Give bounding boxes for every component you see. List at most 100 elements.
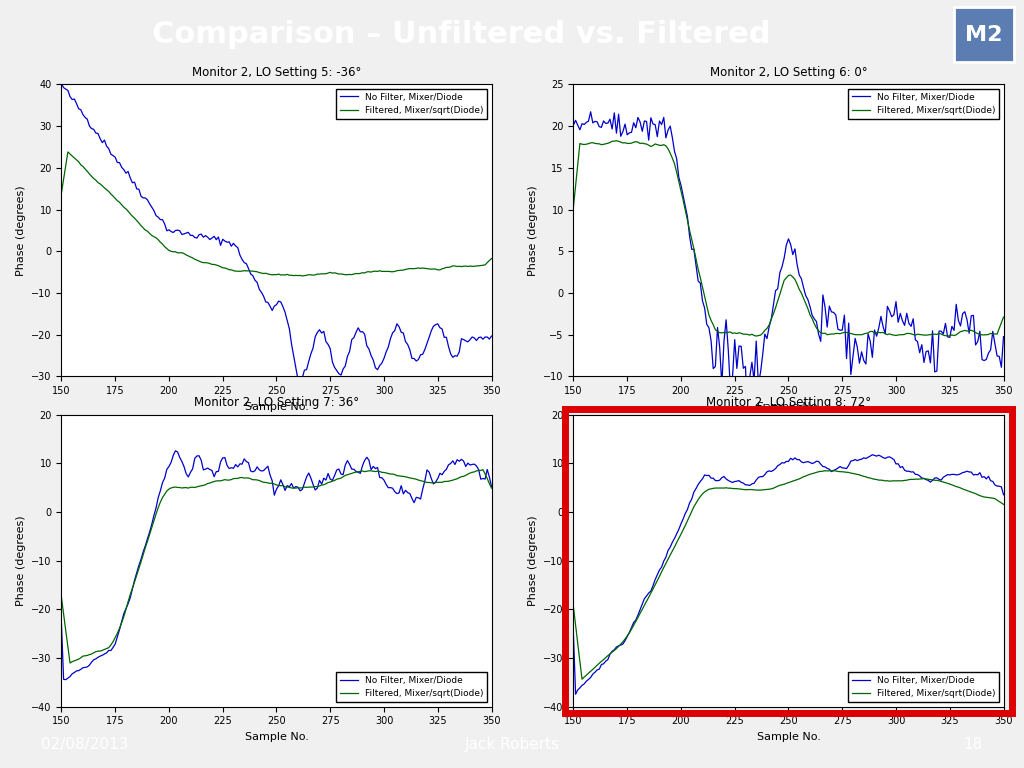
No Filter, Mixer/Diode bbox=[241, 457, 253, 466]
No Filter, Mixer/Diode bbox=[288, 351, 300, 360]
Filtered, Mixer/sqrt(Diode) bbox=[57, 174, 70, 184]
Filtered, Mixer/sqrt(Diode) bbox=[57, 610, 70, 619]
Title: Monitor 2, LO Setting 7: 36°: Monitor 2, LO Setting 7: 36° bbox=[194, 396, 359, 409]
Filtered, Mixer/sqrt(Diode) bbox=[997, 313, 1010, 322]
Filtered, Mixer/sqrt(Diode) bbox=[997, 500, 1010, 509]
Filtered, Mixer/sqrt(Diode) bbox=[965, 488, 977, 497]
X-axis label: Sample No.: Sample No. bbox=[245, 732, 308, 742]
Filtered, Mixer/sqrt(Diode) bbox=[453, 262, 465, 271]
Filtered, Mixer/sqrt(Diode) bbox=[606, 137, 618, 146]
No Filter, Mixer/Diode bbox=[453, 457, 465, 466]
No Filter, Mixer/Diode bbox=[569, 116, 582, 125]
Filtered, Mixer/sqrt(Diode) bbox=[569, 621, 582, 630]
Line: No Filter, Mixer/Diode: No Filter, Mixer/Diode bbox=[573, 455, 1004, 694]
Filtered, Mixer/sqrt(Diode) bbox=[726, 329, 738, 338]
Filtered, Mixer/sqrt(Diode) bbox=[485, 254, 498, 263]
Title: Monitor 2, LO Setting 5: -36°: Monitor 2, LO Setting 5: -36° bbox=[191, 66, 361, 79]
No Filter, Mixer/Diode bbox=[750, 475, 762, 485]
X-axis label: Sample No.: Sample No. bbox=[245, 402, 308, 412]
No Filter, Mixer/Diode bbox=[567, 630, 580, 639]
Filtered, Mixer/sqrt(Diode) bbox=[477, 465, 489, 475]
No Filter, Mixer/Diode bbox=[753, 379, 765, 389]
Filtered, Mixer/sqrt(Diode) bbox=[451, 475, 463, 484]
Title: Monitor 2, LO Setting 6: 0°: Monitor 2, LO Setting 6: 0° bbox=[710, 66, 867, 79]
No Filter, Mixer/Diode bbox=[965, 311, 977, 320]
Line: Filtered, Mixer/sqrt(Diode): Filtered, Mixer/sqrt(Diode) bbox=[573, 141, 1004, 336]
Filtered, Mixer/sqrt(Diode) bbox=[825, 466, 838, 475]
Legend: No Filter, Mixer/Diode, Filtered, Mixer/sqrt(Diode): No Filter, Mixer/Diode, Filtered, Mixer/… bbox=[848, 672, 999, 702]
No Filter, Mixer/Diode bbox=[292, 482, 304, 492]
No Filter, Mixer/Diode bbox=[997, 490, 1010, 499]
No Filter, Mixer/Diode bbox=[804, 302, 816, 311]
No Filter, Mixer/Diode bbox=[608, 645, 621, 654]
Filtered, Mixer/sqrt(Diode) bbox=[214, 476, 226, 485]
X-axis label: Sample No.: Sample No. bbox=[757, 402, 820, 412]
No Filter, Mixer/Diode bbox=[236, 255, 248, 264]
Filtered, Mixer/sqrt(Diode) bbox=[567, 602, 580, 611]
Filtered, Mixer/sqrt(Diode) bbox=[296, 271, 308, 280]
Text: 02/08/2013: 02/08/2013 bbox=[41, 737, 128, 753]
No Filter, Mixer/Diode bbox=[997, 332, 1010, 341]
No Filter, Mixer/Diode bbox=[585, 108, 597, 117]
Y-axis label: Phase (degrees): Phase (degrees) bbox=[15, 185, 26, 276]
Text: Jack Roberts: Jack Roberts bbox=[465, 737, 559, 753]
Filtered, Mixer/sqrt(Diode) bbox=[55, 593, 68, 602]
Filtered, Mixer/sqrt(Diode) bbox=[485, 484, 498, 493]
No Filter, Mixer/Diode bbox=[57, 675, 70, 684]
Filtered, Mixer/sqrt(Diode) bbox=[567, 202, 580, 211]
Line: No Filter, Mixer/Diode: No Filter, Mixer/Diode bbox=[61, 84, 492, 379]
Filtered, Mixer/sqrt(Diode) bbox=[726, 484, 738, 493]
Filtered, Mixer/sqrt(Diode) bbox=[290, 271, 302, 280]
No Filter, Mixer/Diode bbox=[57, 83, 70, 92]
No Filter, Mixer/Diode bbox=[485, 482, 498, 491]
No Filter, Mixer/Diode bbox=[292, 375, 304, 384]
Filtered, Mixer/sqrt(Diode) bbox=[802, 471, 814, 480]
Filtered, Mixer/sqrt(Diode) bbox=[965, 326, 977, 335]
No Filter, Mixer/Diode bbox=[212, 233, 224, 242]
No Filter, Mixer/Diode bbox=[965, 468, 977, 477]
Filtered, Mixer/sqrt(Diode) bbox=[575, 674, 588, 684]
No Filter, Mixer/Diode bbox=[485, 332, 498, 341]
Filtered, Mixer/sqrt(Diode) bbox=[96, 646, 109, 655]
Filtered, Mixer/sqrt(Diode) bbox=[608, 646, 621, 655]
No Filter, Mixer/Diode bbox=[169, 446, 181, 455]
Legend: No Filter, Mixer/Diode, Filtered, Mixer/sqrt(Diode): No Filter, Mixer/Diode, Filtered, Mixer/… bbox=[336, 672, 487, 702]
No Filter, Mixer/Diode bbox=[567, 121, 580, 130]
X-axis label: Sample No.: Sample No. bbox=[757, 732, 820, 742]
Line: No Filter, Mixer/Diode: No Filter, Mixer/Diode bbox=[61, 451, 492, 680]
Y-axis label: Phase (degrees): Phase (degrees) bbox=[527, 515, 538, 606]
Line: No Filter, Mixer/Diode: No Filter, Mixer/Diode bbox=[573, 112, 1004, 421]
Filtered, Mixer/sqrt(Diode) bbox=[750, 332, 762, 341]
No Filter, Mixer/Diode bbox=[59, 675, 72, 684]
Filtered, Mixer/sqrt(Diode) bbox=[61, 147, 74, 157]
Title: Monitor 2, LO Setting 8: 72°: Monitor 2, LO Setting 8: 72° bbox=[706, 396, 871, 409]
Line: Filtered, Mixer/sqrt(Diode): Filtered, Mixer/sqrt(Diode) bbox=[61, 470, 492, 663]
No Filter, Mixer/Diode bbox=[55, 79, 68, 88]
Filtered, Mixer/sqrt(Diode) bbox=[63, 658, 76, 667]
No Filter, Mixer/Diode bbox=[569, 690, 582, 699]
No Filter, Mixer/Diode bbox=[726, 478, 738, 487]
Filtered, Mixer/sqrt(Diode) bbox=[804, 310, 816, 319]
Legend: No Filter, Mixer/Diode, Filtered, Mixer/sqrt(Diode): No Filter, Mixer/Diode, Filtered, Mixer/… bbox=[336, 89, 487, 119]
No Filter, Mixer/Diode bbox=[94, 134, 106, 144]
Line: Filtered, Mixer/sqrt(Diode): Filtered, Mixer/sqrt(Diode) bbox=[573, 471, 1004, 679]
Filtered, Mixer/sqrt(Diode) bbox=[569, 181, 582, 190]
No Filter, Mixer/Diode bbox=[608, 108, 621, 118]
Y-axis label: Phase (degrees): Phase (degrees) bbox=[15, 515, 26, 606]
No Filter, Mixer/Diode bbox=[96, 650, 109, 660]
No Filter, Mixer/Diode bbox=[216, 453, 228, 462]
No Filter, Mixer/Diode bbox=[55, 619, 68, 628]
Filtered, Mixer/sqrt(Diode) bbox=[610, 136, 623, 145]
Filtered, Mixer/sqrt(Diode) bbox=[238, 266, 250, 275]
Text: 18: 18 bbox=[964, 737, 983, 753]
Text: M2: M2 bbox=[966, 25, 1002, 45]
Y-axis label: Phase (degrees): Phase (degrees) bbox=[527, 185, 538, 276]
Filtered, Mixer/sqrt(Diode) bbox=[753, 331, 765, 340]
Filtered, Mixer/sqrt(Diode) bbox=[96, 181, 109, 190]
No Filter, Mixer/Diode bbox=[571, 685, 584, 694]
No Filter, Mixer/Diode bbox=[741, 416, 754, 425]
Filtered, Mixer/sqrt(Diode) bbox=[55, 188, 68, 197]
Filtered, Mixer/sqrt(Diode) bbox=[214, 262, 226, 271]
Filtered, Mixer/sqrt(Diode) bbox=[290, 484, 302, 493]
Text: Comparison – Unfiltered vs. Filtered: Comparison – Unfiltered vs. Filtered bbox=[152, 20, 770, 49]
